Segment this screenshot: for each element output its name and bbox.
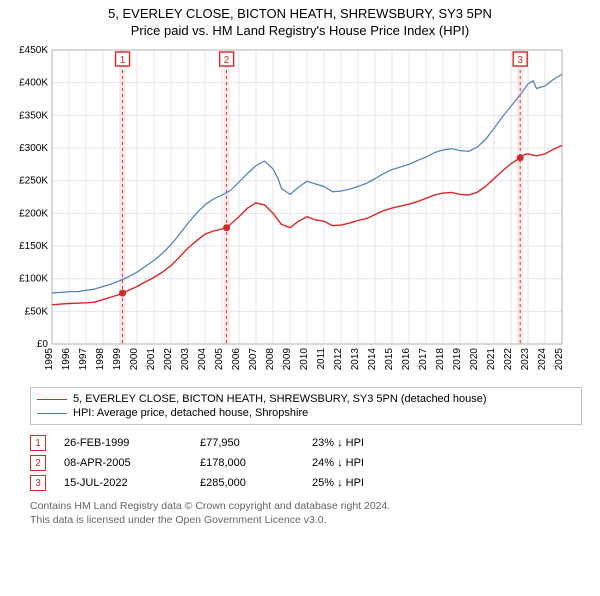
svg-text:2011: 2011	[316, 348, 327, 370]
svg-text:£50K: £50K	[25, 306, 49, 317]
svg-text:2013: 2013	[350, 348, 361, 371]
svg-text:3: 3	[517, 55, 523, 66]
footer: Contains HM Land Registry data © Crown c…	[30, 499, 582, 527]
price-chart: £0£50K£100K£150K£200K£250K£300K£350K£400…	[10, 44, 570, 374]
svg-text:£350K: £350K	[19, 110, 48, 121]
legend-label: 5, EVERLEY CLOSE, BICTON HEATH, SHREWSBU…	[73, 393, 486, 405]
svg-text:2002: 2002	[163, 348, 174, 371]
transaction-price: £77,950	[200, 437, 312, 449]
svg-text:£100K: £100K	[19, 274, 48, 285]
svg-text:£150K: £150K	[19, 241, 48, 252]
svg-text:2017: 2017	[418, 348, 429, 371]
svg-text:2006: 2006	[231, 348, 242, 371]
transaction-row: 1 26-FEB-1999£77,95023% ↓ HPI	[30, 433, 582, 453]
svg-text:2010: 2010	[299, 348, 310, 371]
svg-text:2009: 2009	[282, 348, 293, 371]
legend-swatch	[37, 413, 67, 414]
transaction-date: 26-FEB-1999	[64, 437, 200, 449]
transaction-pct: 25% ↓ HPI	[312, 477, 412, 489]
legend-row: HPI: Average price, detached house, Shro…	[37, 406, 575, 420]
svg-text:£200K: £200K	[19, 208, 48, 219]
svg-text:2025: 2025	[554, 348, 565, 371]
svg-text:2012: 2012	[333, 348, 344, 371]
transaction-price: £285,000	[200, 477, 312, 489]
svg-text:1996: 1996	[61, 348, 72, 371]
svg-text:2019: 2019	[452, 348, 463, 371]
transaction-marker: 2	[30, 455, 46, 471]
footer-line-1: Contains HM Land Registry data © Crown c…	[30, 499, 582, 513]
svg-text:2023: 2023	[520, 348, 531, 371]
svg-text:2014: 2014	[367, 348, 378, 371]
svg-text:2004: 2004	[197, 348, 208, 371]
svg-text:£400K: £400K	[19, 78, 48, 89]
svg-text:2: 2	[224, 55, 230, 66]
svg-text:2015: 2015	[384, 348, 395, 371]
transaction-marker: 3	[30, 475, 46, 491]
transactions-table: 1 26-FEB-1999£77,95023% ↓ HPI 2 08-APR-2005…	[30, 433, 582, 493]
svg-text:1997: 1997	[78, 348, 89, 371]
svg-text:1999: 1999	[112, 348, 123, 371]
transaction-pct: 23% ↓ HPI	[312, 437, 412, 449]
svg-text:2008: 2008	[265, 348, 276, 371]
svg-text:2024: 2024	[537, 348, 548, 371]
footer-line-2: This data is licensed under the Open Gov…	[30, 513, 582, 527]
transaction-price: £178,000	[200, 457, 312, 469]
legend-row: 5, EVERLEY CLOSE, BICTON HEATH, SHREWSBU…	[37, 392, 575, 406]
transaction-date: 08-APR-2005	[64, 457, 200, 469]
svg-text:2021: 2021	[486, 348, 497, 371]
svg-text:2005: 2005	[214, 348, 225, 371]
page-title: 5, EVERLEY CLOSE, BICTON HEATH, SHREWSBU…	[0, 6, 600, 21]
transaction-row: 2 08-APR-2005£178,00024% ↓ HPI	[30, 453, 582, 473]
transaction-pct: 24% ↓ HPI	[312, 457, 412, 469]
svg-text:1: 1	[120, 55, 126, 66]
chart-wrap: £0£50K£100K£150K£200K£250K£300K£350K£400…	[10, 44, 590, 379]
chart-container: 5, EVERLEY CLOSE, BICTON HEATH, SHREWSBU…	[0, 6, 600, 596]
svg-text:2022: 2022	[503, 348, 514, 371]
transaction-date: 15-JUL-2022	[64, 477, 200, 489]
svg-text:2018: 2018	[435, 348, 446, 371]
svg-text:2007: 2007	[248, 348, 259, 371]
svg-text:2000: 2000	[129, 348, 140, 371]
svg-text:£300K: £300K	[19, 143, 48, 154]
svg-text:£450K: £450K	[19, 45, 48, 56]
svg-text:1998: 1998	[95, 348, 106, 371]
legend: 5, EVERLEY CLOSE, BICTON HEATH, SHREWSBU…	[30, 387, 582, 425]
svg-text:£250K: £250K	[19, 176, 48, 187]
legend-swatch	[37, 399, 67, 400]
legend-label: HPI: Average price, detached house, Shro…	[73, 407, 308, 419]
transaction-row: 3 15-JUL-2022£285,00025% ↓ HPI	[30, 473, 582, 493]
svg-text:2001: 2001	[146, 348, 157, 371]
svg-text:2020: 2020	[469, 348, 480, 371]
svg-text:1995: 1995	[44, 348, 55, 371]
page-subtitle: Price paid vs. HM Land Registry's House …	[0, 23, 600, 38]
transaction-marker: 1	[30, 435, 46, 451]
svg-text:2016: 2016	[401, 348, 412, 371]
svg-text:2003: 2003	[180, 348, 191, 371]
